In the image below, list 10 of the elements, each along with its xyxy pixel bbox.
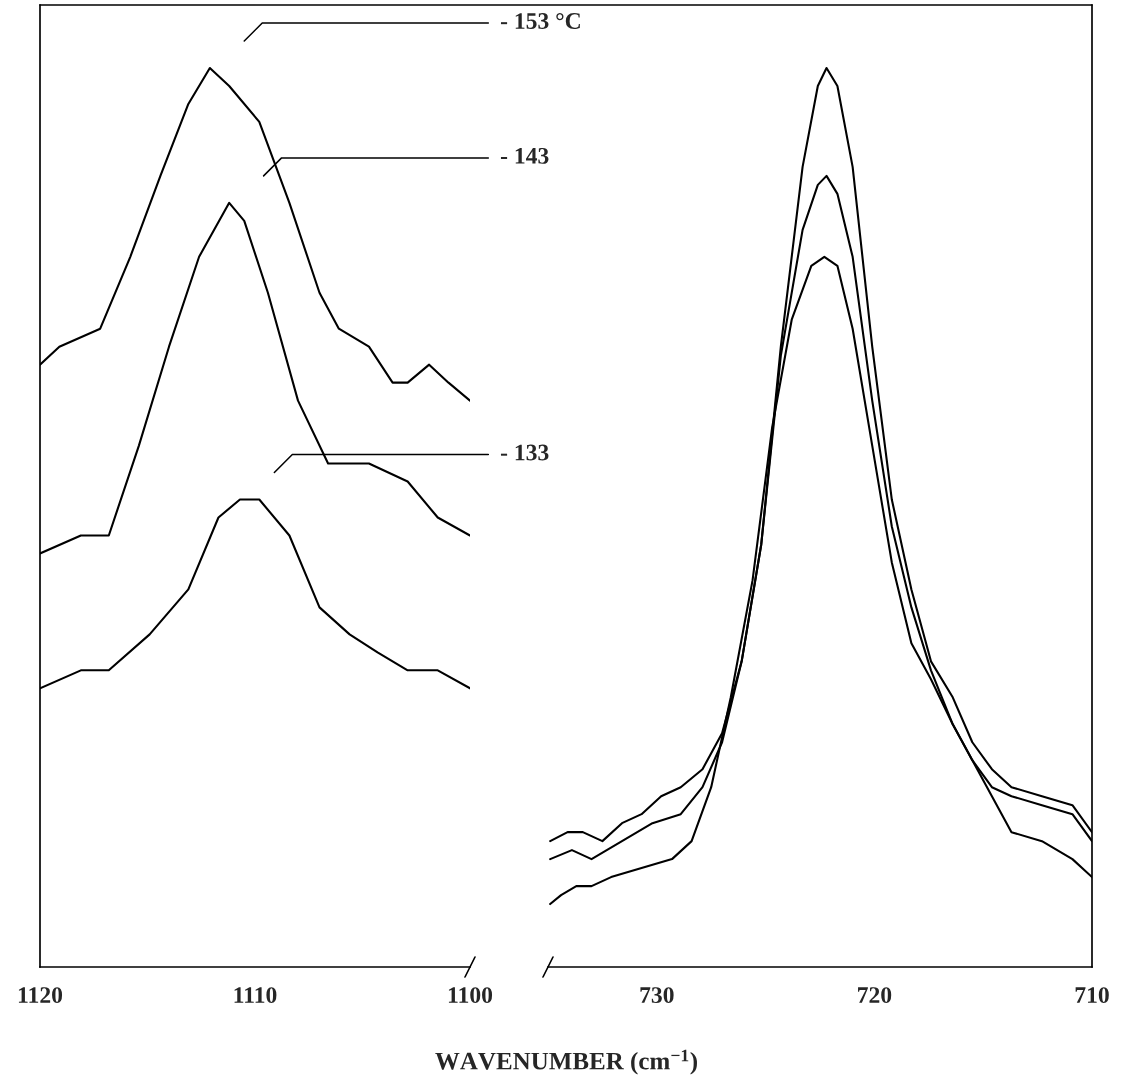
x-tick-label: 1120 xyxy=(18,987,63,1004)
x-tick-label: 720 xyxy=(858,987,892,1004)
x-tick-label: 730 xyxy=(640,987,674,1004)
x-axis-title: WAVENUMBER (cm$^{−1}$) xyxy=(435,1049,697,1075)
x-tick-label: 1100 xyxy=(448,987,493,1004)
x-tick-label: 710 xyxy=(1075,987,1109,1004)
annotation: - 133 xyxy=(500,444,549,461)
annotation: - 143 xyxy=(500,147,549,164)
text: - 153 °C xyxy=(500,13,580,29)
x-tick-label: 1110 xyxy=(234,987,277,1004)
